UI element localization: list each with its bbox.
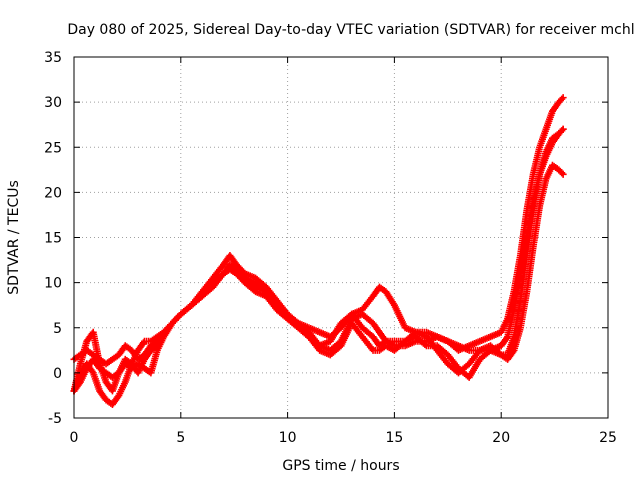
data-point — [558, 95, 566, 103]
series-track-4 — [70, 125, 567, 408]
y-tick-label: 25 — [44, 140, 62, 156]
data-point — [559, 125, 567, 133]
x-tick-label: 5 — [176, 430, 185, 446]
tick-layer: 0 5 10 15 20 25 -5 0 5 10 15 20 25 30 35 — [44, 50, 617, 446]
data-point — [559, 94, 567, 102]
y-tick-label: 0 — [53, 366, 62, 382]
data-point — [88, 367, 96, 375]
data-point — [496, 350, 504, 358]
y-tick-label: 30 — [44, 95, 62, 111]
data-point — [559, 170, 567, 178]
data-point — [421, 341, 429, 349]
data-point — [381, 336, 389, 344]
y-tick-label: -5 — [48, 411, 62, 427]
x-axis-label: GPS time / hours — [282, 458, 399, 474]
x-tick-label: 25 — [599, 430, 617, 446]
y-tick-label: 5 — [53, 321, 62, 337]
data-point — [139, 339, 147, 347]
x-tick-label: 15 — [385, 430, 403, 446]
y-axis-label: SDTVAR / TECUs — [6, 180, 22, 295]
y-tick-label: 35 — [44, 50, 62, 66]
y-tick-label: 20 — [44, 185, 62, 201]
data-point — [503, 334, 511, 342]
x-tick-label: 10 — [279, 430, 297, 446]
y-tick-label: 15 — [44, 231, 62, 247]
plot-layer — [70, 94, 567, 408]
data-point — [558, 169, 566, 177]
y-tick-label: 10 — [44, 276, 62, 292]
chart-title: Day 080 of 2025, Sidereal Day-to-day VTE… — [67, 22, 634, 38]
x-tick-label: 0 — [70, 430, 79, 446]
data-point — [558, 127, 566, 135]
x-tick-label: 20 — [492, 430, 510, 446]
